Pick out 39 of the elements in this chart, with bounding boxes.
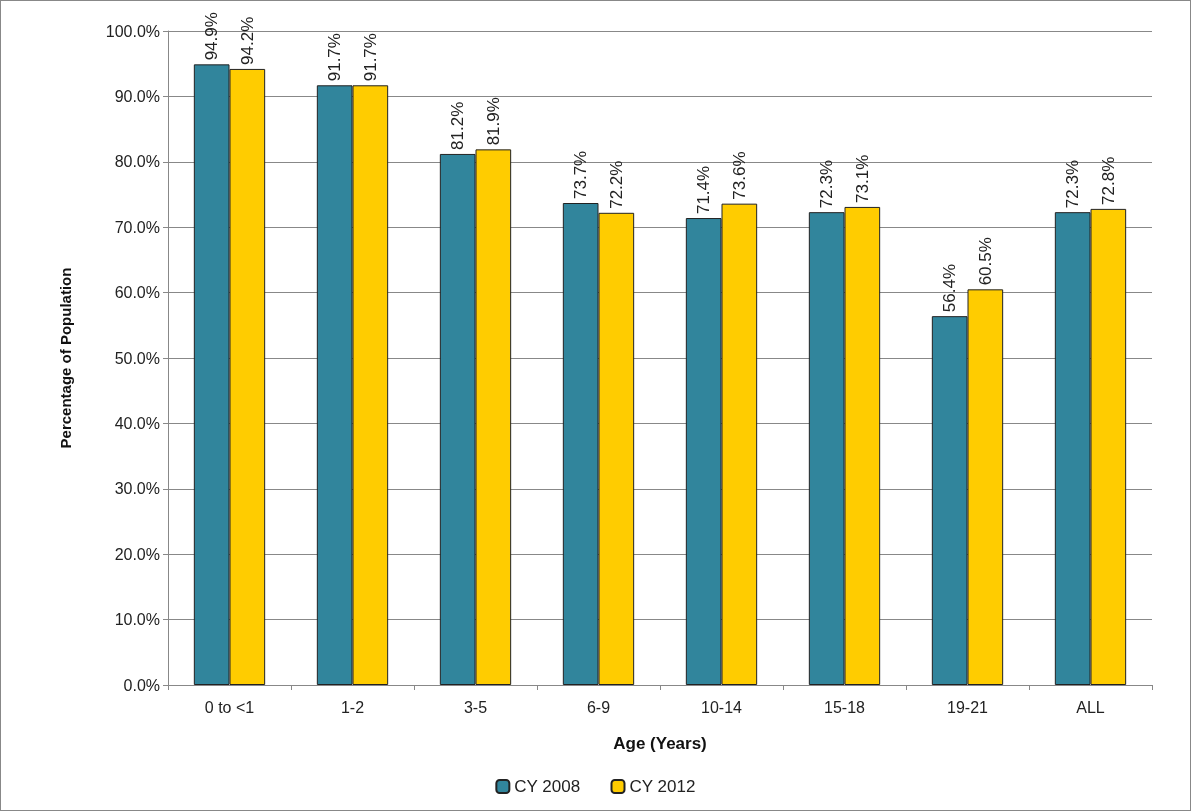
data-label: 73.1% [852, 154, 872, 203]
data-label: 71.4% [694, 165, 714, 215]
legend-label: CY 2012 [629, 777, 696, 796]
data-label: 81.2% [448, 101, 468, 150]
y-tick-label: 0.0% [123, 676, 160, 694]
x-tick-label: 3-5 [463, 698, 488, 716]
x-tick-label: 1-2 [340, 698, 365, 716]
y-tick-label: 20.0% [114, 545, 160, 563]
y-tick-label: 40.0% [114, 414, 160, 432]
y-tick-label: 50.0% [114, 349, 160, 367]
x-axis-title: Age (Years) [613, 734, 707, 753]
y-tick-label: 80.0% [114, 153, 160, 171]
y-tick-label: 30.0% [114, 480, 160, 498]
y-tick-label: 70.0% [114, 218, 160, 236]
data-label: 60.5% [975, 237, 995, 286]
y-axis-title: Percentage of Population [57, 267, 74, 449]
data-label: 72.3% [1063, 159, 1083, 209]
data-label: 94.9% [202, 12, 222, 61]
y-tick-label: 10.0% [114, 611, 160, 629]
data-label: 91.7% [325, 33, 345, 82]
x-tick-label: 10-14 [701, 698, 743, 716]
data-label: 56.4% [940, 263, 960, 313]
data-label: 73.6% [729, 151, 749, 200]
data-label: 94.2% [237, 16, 257, 65]
data-label: 91.7% [360, 33, 380, 82]
data-label: 73.7% [571, 150, 591, 199]
data-label: 81.9% [483, 97, 503, 146]
data-label: 72.8% [1098, 156, 1118, 205]
x-tick-label: ALL [1076, 698, 1105, 716]
y-tick-label: 60.0% [114, 284, 160, 302]
y-tick-label: 90.0% [114, 87, 160, 105]
x-tick-label: 15-18 [824, 698, 866, 716]
legend-label: CY 2008 [514, 777, 581, 796]
x-tick-label: 0 to <1 [204, 698, 255, 716]
data-label: 72.3% [817, 159, 837, 209]
data-label: 72.2% [606, 160, 626, 209]
y-tick-label: 100.0% [105, 22, 160, 40]
x-tick-label: 6-9 [586, 698, 611, 716]
x-tick-label: 19-21 [947, 698, 989, 716]
